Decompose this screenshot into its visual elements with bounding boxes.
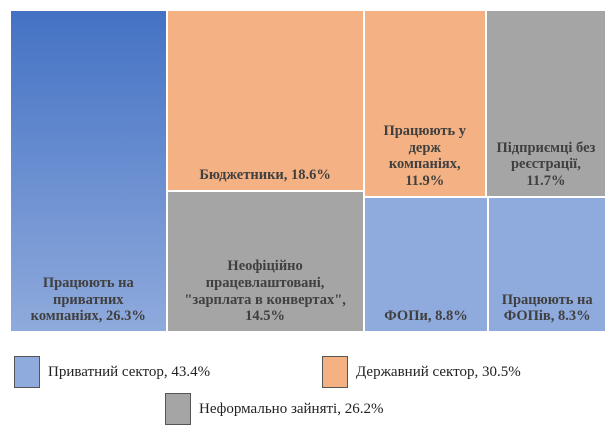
legend-item: Приватний сектор, 43.4% (14, 356, 210, 388)
cell-label: Працюють у держ компаніях, 11.9% (383, 123, 467, 190)
cell-label: Підприємці без реєстрації, 11.7% (496, 139, 596, 190)
legend-swatch (322, 356, 348, 388)
cell-label: Неофіційно працевлаштовані, "зарплата в … (184, 258, 346, 325)
treemap-cell: Працюють на ФОПів, 8.3% (488, 196, 606, 332)
legend-label: Приватний сектор, 43.4% (48, 363, 211, 380)
legend-label: Неформально зайняті, 26.2% (199, 400, 384, 417)
treemap-cell: ФОПи, 8.8% (363, 196, 489, 332)
cell-label: Працюють на приватних компаніях, 26.3% (30, 274, 146, 325)
cell-label: ФОПи, 8.8% (384, 308, 468, 325)
treemap-cell: Працюють у держ компаніях, 11.9% (363, 10, 486, 197)
cell-label: Працюють на ФОПів, 8.3% (501, 291, 593, 325)
treemap-cell: Підприємці без реєстрації, 11.7% (485, 10, 606, 197)
legend-item: Державний сектор, 30.5% (322, 356, 521, 388)
legend-swatch (165, 393, 191, 425)
treemap-cell: Бюджетники, 18.6% (166, 10, 364, 191)
legend-label: Державний сектор, 30.5% (356, 363, 521, 380)
treemap-cell: Неофіційно працевлаштовані, "зарплата в … (166, 190, 364, 332)
treemap-cell: Працюють на приватних компаніях, 26.3% (10, 10, 167, 332)
cell-label: Бюджетники, 18.6% (199, 167, 331, 184)
legend-swatch (14, 356, 40, 388)
legend-item: Неформально зайняті, 26.2% (165, 393, 383, 425)
